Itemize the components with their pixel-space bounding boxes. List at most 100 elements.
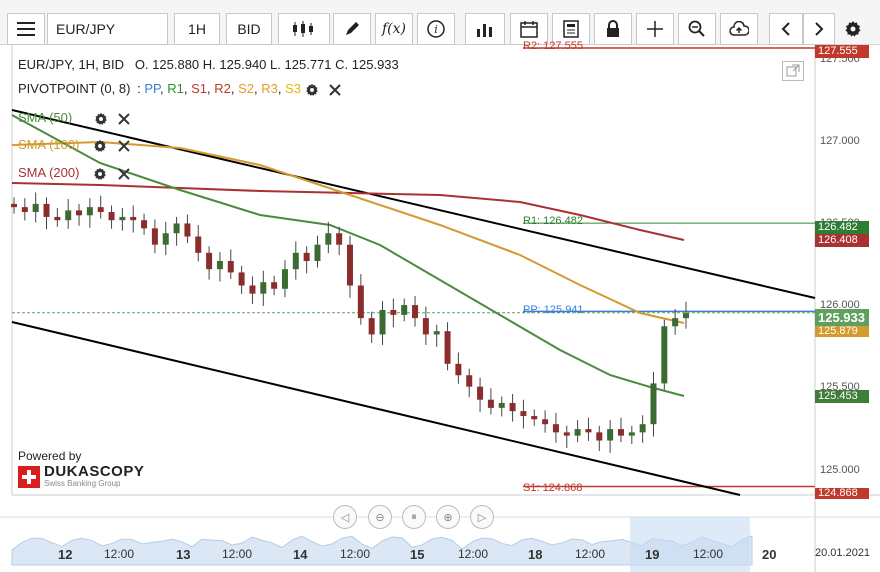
candle-body [444, 331, 451, 364]
calendar-button[interactable] [510, 13, 548, 45]
svg-text:i: i [434, 23, 438, 36]
gear-icon[interactable] [94, 112, 108, 126]
time-tick-13-noon: 12:00 [222, 547, 253, 561]
candle-body [54, 216, 61, 221]
brand-subtitle: Swiss Banking Group [44, 479, 121, 488]
sma100-price-badge: 125.879 [815, 326, 869, 337]
r2-price-badge: 127.555 [815, 45, 869, 58]
pivot-pp: PP [144, 81, 160, 96]
candle-body [607, 429, 614, 441]
hamburger-icon [17, 22, 35, 36]
tick-125000: 125.000 [820, 464, 860, 476]
pivot-r2: R2 [214, 81, 231, 96]
expand-button[interactable] [782, 61, 804, 81]
time-tick-12-noon: 12:00 [104, 547, 135, 561]
candle-body [498, 402, 505, 408]
zoom-out-icon: ⊖ [375, 511, 385, 524]
pivot-s1: S1 [191, 81, 207, 96]
sma100-legend: SMA (100) [18, 137, 131, 153]
calendar-icon [520, 21, 538, 38]
candle-body [520, 411, 527, 417]
time-tick-18-noon: 12:00 [575, 547, 606, 561]
reset-view-button[interactable]: ⏸ [402, 505, 426, 529]
crosshair-icon [647, 21, 663, 37]
close-icon[interactable] [117, 139, 131, 153]
info-button[interactable]: i [417, 13, 455, 45]
zoom-button[interactable] [678, 13, 716, 45]
candle-body [455, 363, 462, 376]
candle-body [531, 416, 538, 420]
chart-area[interactable]: EUR/JPY, 1H, BID O. 125.880 H. 125.940 L… [0, 40, 880, 572]
candle-body [206, 252, 213, 270]
dukascopy-logo: Powered by DUKASCOPY Swiss Banking Group [18, 449, 144, 489]
sma100-line [11, 140, 685, 324]
zoom-out-button[interactable]: ⊖ [368, 505, 392, 529]
prev-button[interactable] [769, 13, 803, 45]
tick-126000: 126.000 [820, 299, 860, 311]
zoom-in-button[interactable]: ⊕ [436, 505, 460, 529]
draw-button[interactable] [333, 13, 371, 45]
sma200-label: SMA (200) [18, 165, 80, 180]
brand-name: DUKASCOPY [44, 463, 145, 480]
template-button[interactable] [552, 13, 590, 45]
reset-icon: ⏸ [411, 510, 417, 523]
close-icon[interactable] [117, 112, 131, 126]
chevron-right-icon [815, 22, 824, 36]
candle-body [542, 419, 549, 425]
lock-button[interactable] [594, 13, 632, 45]
gear-icon[interactable] [305, 83, 319, 97]
time-tick-18: 18 [528, 547, 543, 562]
crosshair-button[interactable] [636, 13, 674, 45]
next-button[interactable] [803, 13, 835, 45]
zoom-icon [688, 20, 705, 37]
pair-label: EUR/JPY, 1H, BID [18, 57, 124, 72]
pencil-icon [346, 22, 359, 35]
timeframe-select[interactable]: 1H [174, 13, 220, 45]
candle-body [162, 233, 169, 245]
candle-body [509, 402, 516, 412]
indicators-button[interactable]: f(x) [375, 13, 413, 45]
pivot-s3: S3 [285, 81, 301, 96]
bar-chart-icon [477, 24, 492, 37]
s1-line-label: S1: 124.868 [523, 482, 583, 494]
pivot-r3: R3 [261, 81, 278, 96]
sma50-price-badge: 125.453 [815, 390, 869, 403]
upload-button[interactable] [720, 13, 758, 45]
time-tick-14: 14 [293, 547, 308, 562]
candle-body [412, 305, 419, 319]
candle-body [379, 309, 386, 335]
chevron-left-icon [781, 22, 790, 36]
candle-body [585, 429, 592, 433]
gear-icon[interactable] [93, 167, 107, 181]
chart-type-button[interactable] [278, 13, 330, 45]
volume-button[interactable] [465, 13, 505, 45]
price-chart[interactable] [0, 45, 880, 572]
menu-button[interactable] [7, 13, 45, 45]
scroll-right-button[interactable]: ▷ [470, 505, 494, 529]
candle-body [271, 282, 278, 289]
candle-body [596, 432, 603, 441]
time-tick-20: 20 [762, 547, 777, 562]
settings-button[interactable] [838, 13, 868, 45]
gear-icon[interactable] [93, 139, 107, 153]
price-type-select[interactable]: BID [226, 13, 272, 45]
sma200-price-badge: 126.408 [815, 234, 869, 247]
close-icon[interactable] [328, 83, 342, 97]
lock-icon [607, 20, 619, 37]
sma50-legend: SMA (50) [18, 110, 131, 126]
triangle-left-icon: ◁ [340, 511, 350, 524]
scroll-left-button[interactable]: ◁ [333, 505, 357, 529]
swiss-cross-icon [18, 466, 40, 488]
candle-body [173, 223, 180, 234]
sma100-label: SMA (100) [18, 137, 80, 152]
close-icon[interactable] [117, 167, 131, 181]
pp-line-label: PP: 125.941 [523, 304, 584, 316]
symbol-select[interactable]: EUR/JPY [47, 13, 168, 45]
document-icon [563, 20, 579, 38]
sma50-label: SMA (50) [18, 110, 73, 125]
candle-body [216, 261, 223, 270]
candle-body [390, 309, 397, 315]
candle-body [661, 326, 668, 384]
candle-body [628, 432, 635, 436]
time-tick-19: 19 [645, 547, 660, 562]
